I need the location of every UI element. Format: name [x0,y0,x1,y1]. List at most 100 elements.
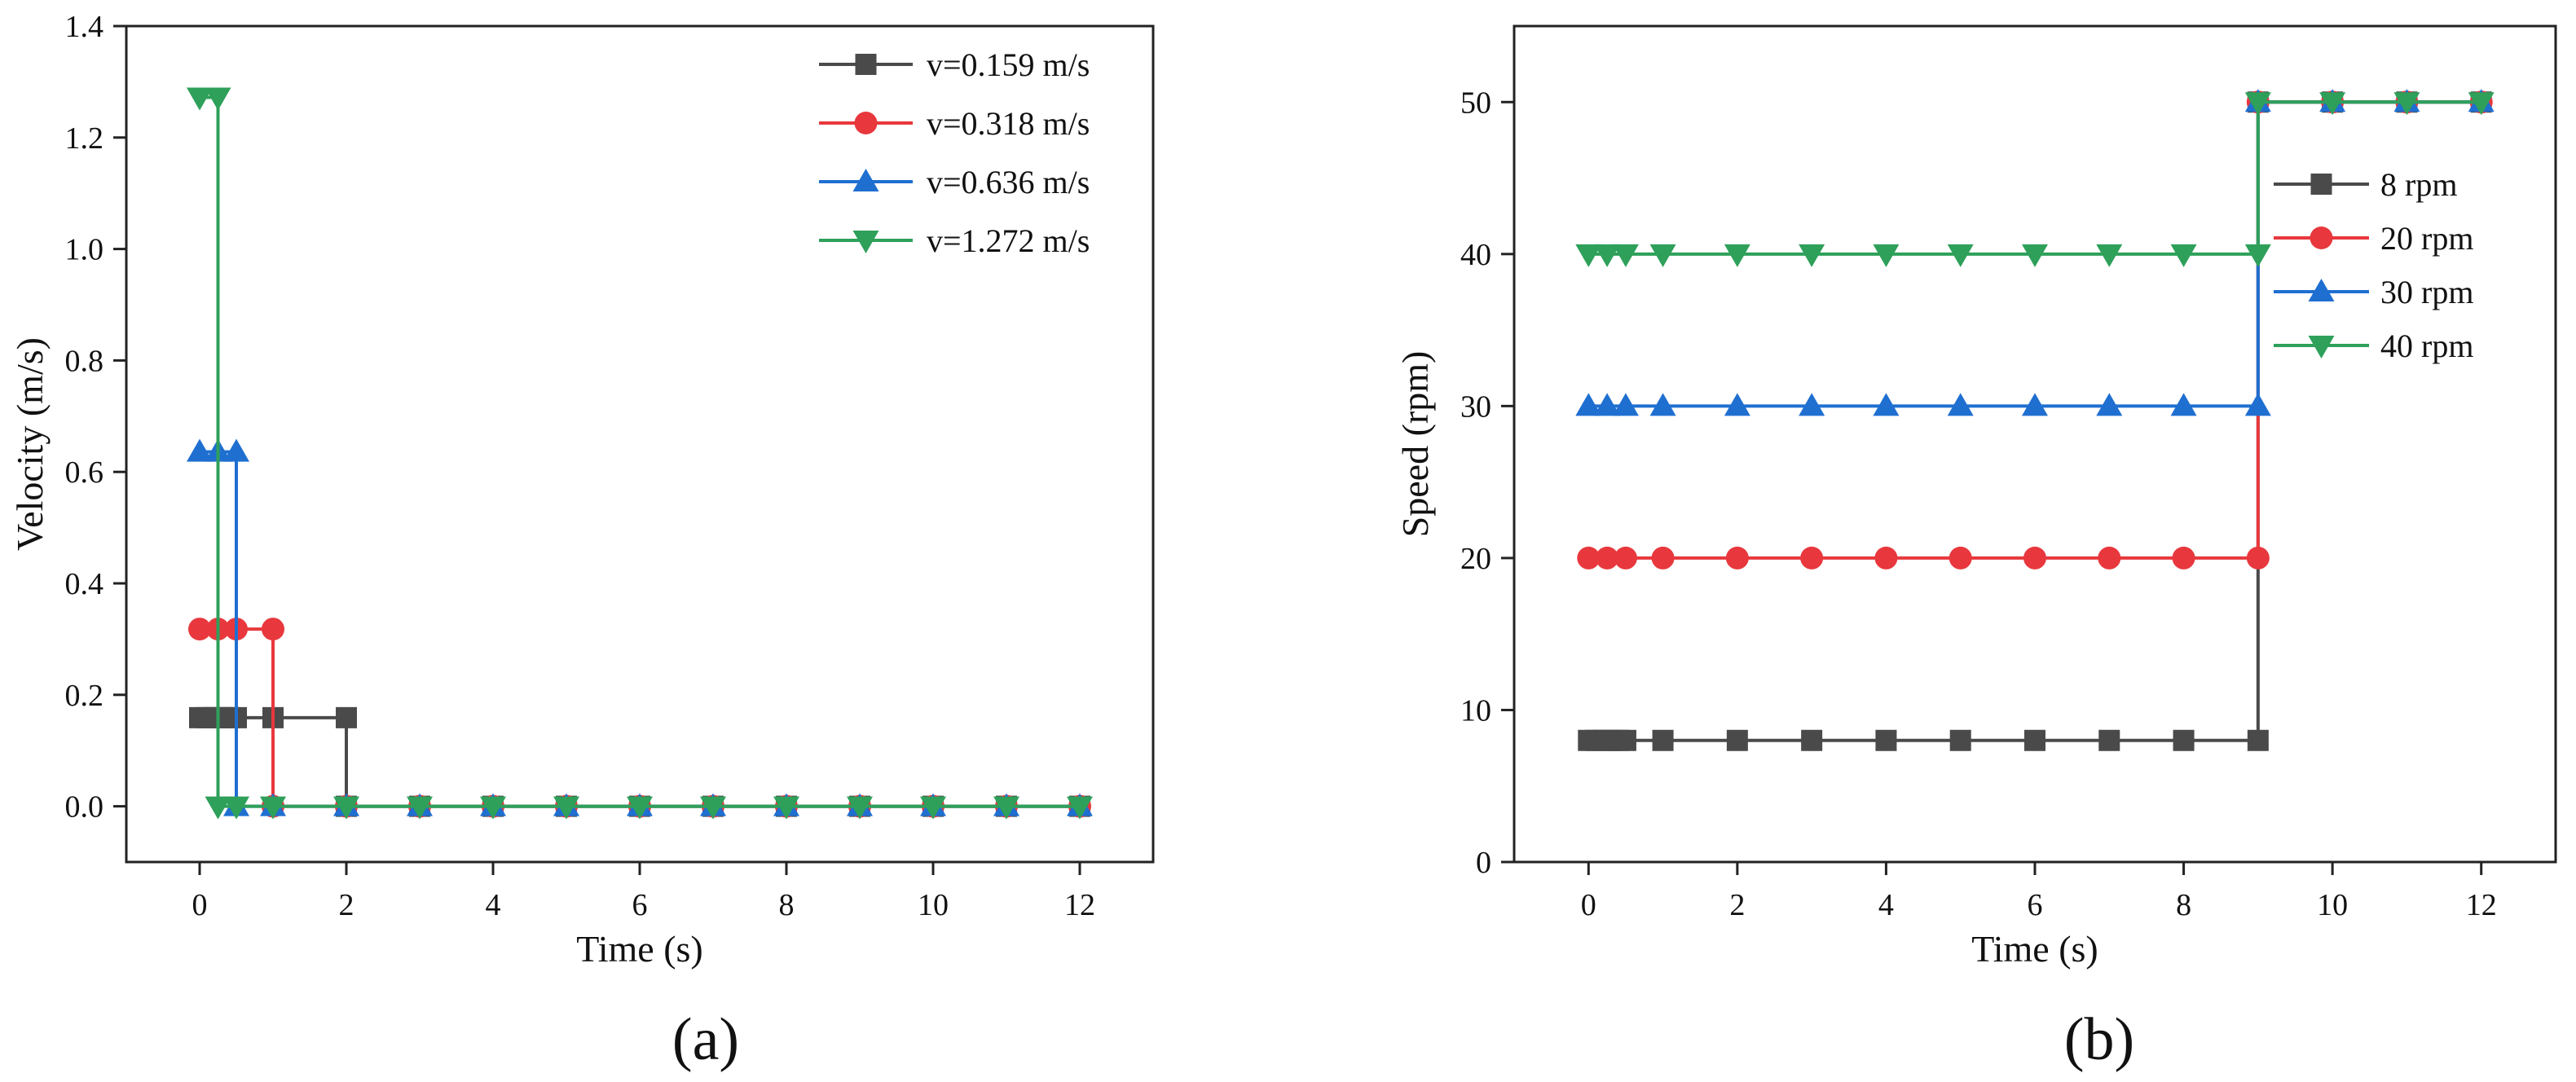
legend-item: v=0.159 m/s [819,46,1090,83]
data-point [2244,92,2271,116]
x-tick-label: 6 [2028,888,2043,922]
data-point [223,796,249,820]
y-tick-label: 30 [1460,389,1491,424]
series-4 [1575,92,2495,267]
legend-label: 8 rpm [2380,166,2457,203]
legend-marker [854,112,878,134]
data-point [2024,729,2045,751]
data-point [1724,393,1750,416]
series-line [1588,100,2481,256]
legend-label: v=0.318 m/s [927,105,1090,142]
x-tick-label: 12 [2466,888,2497,922]
panel-label: (a) [672,1006,739,1073]
legend-item: 20 rpm [2274,220,2473,257]
x-tick-label: 8 [2176,888,2191,922]
data-point [2247,729,2269,751]
data-point [1800,546,1824,570]
legend-label: 30 rpm [2380,274,2473,310]
y-tick-label: 50 [1460,86,1491,120]
legend: v=0.159 m/s v=0.318 m/s v=0.636 m/s v=1.272… [819,46,1090,259]
data-point [1947,393,1974,416]
y-tick-label: 0.8 [65,344,104,378]
data-point [1614,729,1636,751]
legend-marker [852,169,879,191]
y-tick-label: 20 [1460,542,1491,576]
x-tick-label: 4 [486,888,501,922]
data-point [2170,244,2197,267]
series-line [200,95,1080,808]
legend-item: 8 rpm [2274,166,2457,203]
legend-marker [2308,279,2335,301]
data-point [2173,729,2195,751]
legend-marker [2308,336,2335,358]
data-point [2468,92,2495,116]
data-point [2098,729,2120,751]
legend-item: v=0.636 m/s [819,164,1090,200]
x-tick-label: 4 [1878,888,1894,922]
data-point [920,796,946,820]
data-point [2319,92,2346,116]
data-point [407,796,433,820]
data-point [223,438,249,462]
data-point [1725,546,1749,570]
data-point [187,438,213,462]
legend-label: 40 rpm [2380,328,2473,364]
data-point [1874,546,1898,570]
legend-marker [2310,174,2332,195]
legend-item: 40 rpm [2274,328,2473,364]
data-point [553,796,579,820]
legend-label: 20 rpm [2380,220,2473,257]
chart-panel-b: 0 2 4 6 8 10 12 0 10 20 30 40 50 Time (s) Speed (rpm) (… [1394,24,2557,1073]
data-point [1649,244,1676,267]
y-tick-label: 0.6 [65,455,104,490]
data-point [1651,546,1675,570]
legend-item: v=0.318 m/s [819,105,1090,142]
x-tick-label: 6 [632,888,648,922]
data-point [2244,244,2271,267]
x-tick-label: 2 [339,888,354,922]
data-point [2172,546,2195,570]
data-point [480,796,506,820]
data-point [205,796,231,820]
data-point [1726,729,1748,751]
x-tick-label: 10 [918,888,949,922]
data-point [1594,244,1621,267]
data-point [1649,393,1676,416]
data-point [1949,729,1971,751]
data-point [2022,244,2048,267]
data-point [847,796,873,820]
chart-panel-a: 0 2 4 6 8 10 12 0.0 0.2 0.4 0.6 0.8 1.0 1.2 1.4 Time (s… [9,10,1155,1073]
data-point [2023,546,2046,570]
panel-label: (b) [2064,1006,2134,1073]
data-point [2096,393,2123,416]
data-point [333,796,359,820]
data-point [1612,244,1639,267]
data-point [773,796,799,820]
data-point [700,796,726,820]
x-tick-label: 10 [2317,888,2348,922]
x-axis-label: Time (s) [1971,928,2098,970]
data-point [1575,393,1602,416]
data-point [260,796,286,820]
x-tick-label: 8 [779,888,795,922]
y-tick-label: 1.0 [65,233,104,267]
legend-label: v=1.272 m/s [927,222,1090,259]
legend-marker [852,231,879,253]
data-point [1577,546,1601,570]
data-point [2246,546,2270,570]
data-point [2098,546,2121,570]
y-axis-label: Speed (rpm) [1394,351,1436,538]
legend-item: v=1.272 m/s [819,222,1090,259]
data-point [1949,546,1972,570]
legend-item: 30 rpm [2274,274,2473,310]
legend-marker [2310,227,2333,249]
data-point [2022,393,2048,416]
data-point [1873,244,1900,267]
data-point [993,796,1019,820]
y-tick-label: 0.4 [65,567,104,601]
data-point [1614,546,1637,570]
data-point [1612,393,1639,416]
legend: 8 rpm 20 rpm 30 rpm 40 rpm [2274,166,2473,364]
data-point [2244,393,2271,416]
